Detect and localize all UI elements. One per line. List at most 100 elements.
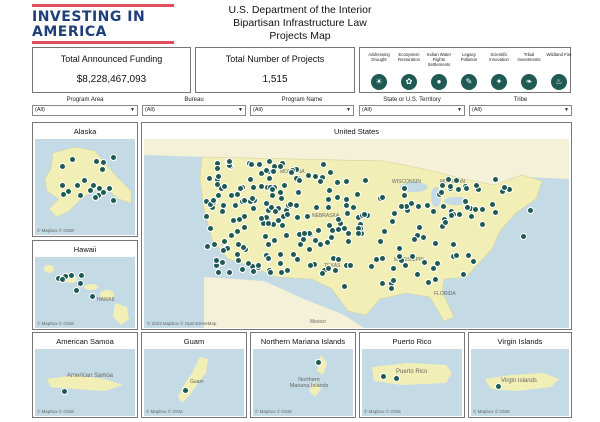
project-pin[interactable] [283,210,291,218]
project-pin[interactable] [319,160,327,168]
project-pin[interactable] [390,276,398,284]
project-pin[interactable] [390,265,398,273]
project-pin[interactable] [60,388,68,396]
project-pin[interactable] [468,213,476,221]
project-pin[interactable] [472,181,480,189]
project-pin[interactable] [335,256,343,264]
project-pin[interactable] [429,265,437,273]
project-pin[interactable] [446,182,454,190]
project-pin[interactable] [334,178,342,186]
project-pin[interactable] [293,213,301,221]
project-pin[interactable] [219,259,227,267]
project-pin[interactable] [431,276,439,283]
project-pin[interactable] [492,208,500,216]
project-pin[interactable] [398,203,406,211]
project-pin[interactable] [99,159,107,167]
project-pin[interactable] [68,156,76,164]
project-pin[interactable] [432,240,440,248]
project-pin[interactable] [78,271,86,279]
project-pin[interactable] [300,236,308,244]
project-pin[interactable] [343,209,351,217]
project-pin[interactable] [471,206,479,214]
project-pin[interactable] [305,172,313,180]
project-pin[interactable] [214,173,222,181]
project-pin[interactable] [263,167,271,175]
project-pin[interactable] [479,221,487,229]
drop-icon[interactable]: ● [431,74,447,90]
project-pin[interactable] [459,271,467,279]
project-pin[interactable] [95,184,103,192]
project-pin[interactable] [325,196,333,204]
project-pin[interactable] [60,190,68,198]
project-pin[interactable] [345,230,353,238]
project-pin[interactable] [456,210,464,218]
project-pin[interactable] [110,153,118,161]
project-pin[interactable] [342,202,350,210]
project-pin[interactable] [453,177,461,185]
project-pin[interactable] [326,187,334,195]
project-pin[interactable] [414,203,422,211]
project-pin[interactable] [311,237,319,245]
project-pin[interactable] [355,229,363,237]
project-pin[interactable] [324,239,332,247]
project-pin[interactable] [379,372,387,380]
project-pin[interactable] [314,226,322,234]
project-pin[interactable] [258,182,266,190]
project-pin[interactable] [266,269,274,277]
project-pin[interactable] [361,176,369,184]
project-pin[interactable] [270,168,278,176]
project-pin[interactable] [423,201,431,209]
project-pin[interactable] [239,265,247,273]
project-pin[interactable] [401,191,409,199]
project-pin[interactable] [438,188,446,196]
project-pin[interactable] [265,157,273,165]
filter-dropdown[interactable]: (All) ▼ [142,105,246,116]
project-pin[interactable] [342,178,350,186]
project-pin[interactable] [327,234,335,242]
project-pin[interactable] [409,252,417,260]
project-pin[interactable] [100,188,108,196]
american-samoa-map[interactable]: American Samoa © Mapbox © OSM [35,349,135,416]
project-pin[interactable] [226,268,233,276]
project-pin[interactable] [361,211,369,219]
project-pin[interactable] [276,251,284,259]
project-pin[interactable] [353,191,361,199]
project-pin[interactable] [349,203,357,211]
project-pin[interactable] [271,207,279,215]
project-pin[interactable] [401,262,409,270]
project-pin[interactable] [295,189,303,197]
project-pin[interactable] [526,207,534,215]
project-pin[interactable] [269,192,277,200]
project-pin[interactable] [414,270,422,278]
project-pin[interactable] [295,176,303,184]
project-pin[interactable] [271,236,279,244]
project-pin[interactable] [240,197,248,205]
project-pin[interactable] [303,213,311,221]
project-pin[interactable] [324,204,332,212]
project-pin[interactable] [306,245,314,253]
project-pin[interactable] [470,258,478,266]
project-pin[interactable] [234,251,242,259]
project-pin[interactable] [250,267,258,275]
filter-dropdown[interactable]: (All) ▼ [250,105,354,116]
project-pin[interactable] [266,175,274,183]
project-pin[interactable] [239,244,247,252]
project-pin[interactable] [58,275,66,283]
project-pin[interactable] [265,220,273,228]
project-pin[interactable] [232,201,240,209]
project-pin[interactable] [379,193,387,201]
project-pin[interactable] [269,185,277,193]
project-pin[interactable] [463,184,471,192]
project-pin[interactable] [250,183,258,191]
project-pin[interactable] [92,157,100,165]
feather-icon[interactable]: ❧ [521,74,537,90]
project-pin[interactable] [392,374,400,382]
project-pin[interactable] [206,225,214,233]
puerto-rico-map[interactable]: Puerto Rico © Mapbox © OSM [362,349,462,416]
project-pin[interactable] [286,200,294,208]
project-pin[interactable] [391,210,399,218]
hawaii-map[interactable]: HAWAII © Mapbox © OSM [35,257,135,328]
project-pin[interactable] [424,279,432,287]
project-pin[interactable] [454,185,462,193]
leaf-icon[interactable]: ✿ [401,74,417,90]
